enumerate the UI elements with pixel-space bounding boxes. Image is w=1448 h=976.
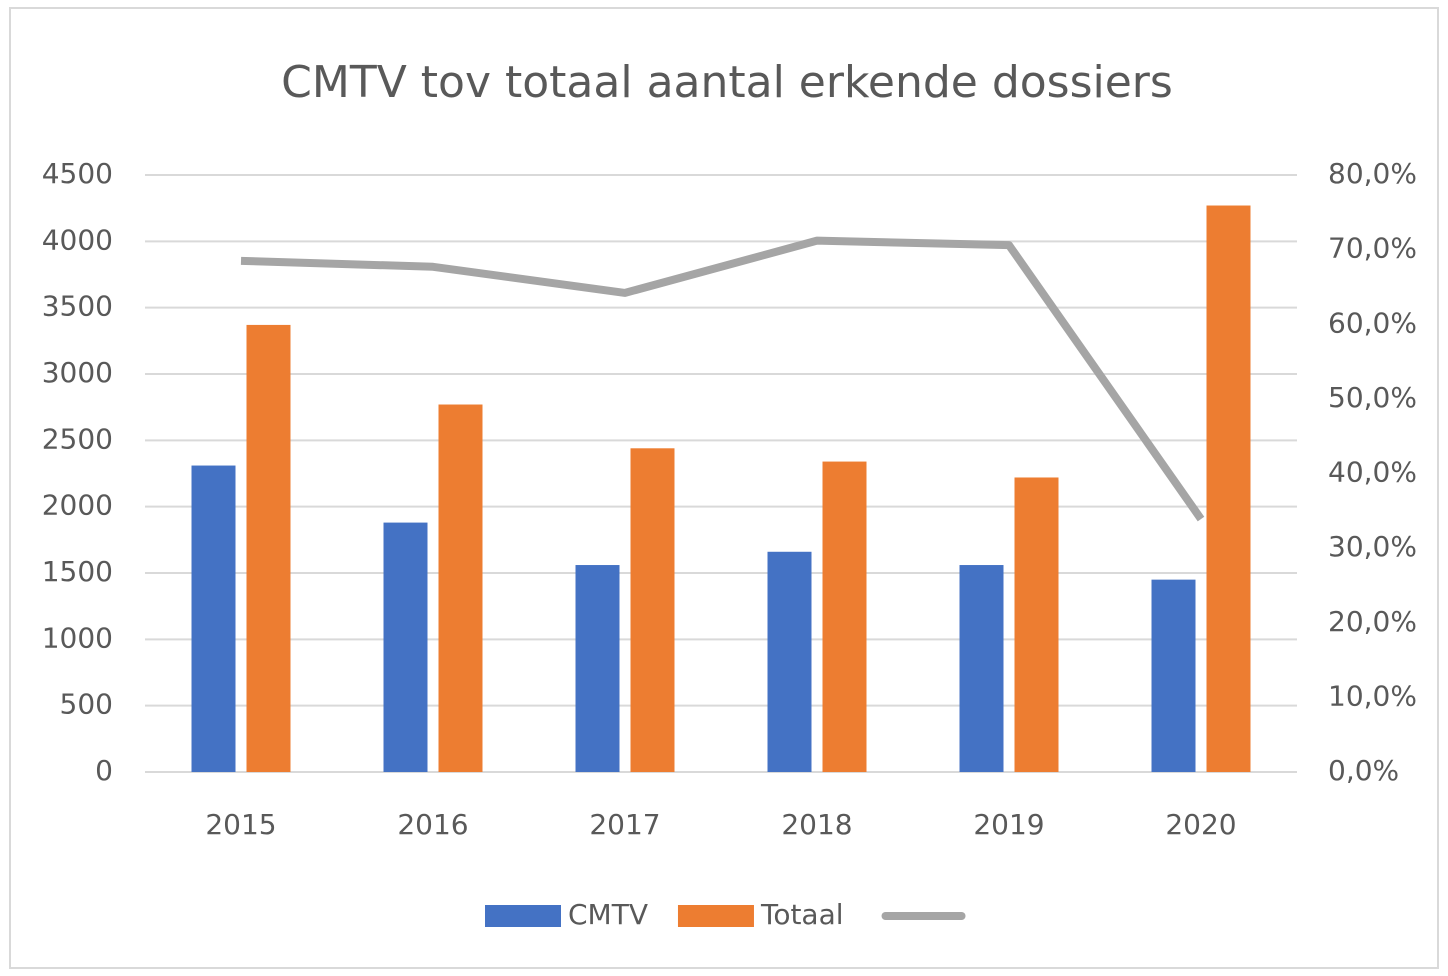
- y-tick-label: 3000: [42, 356, 113, 389]
- line: [240, 236, 1205, 522]
- y2-tick-label: 70,0%: [1328, 232, 1417, 265]
- y-tick-label: 4500: [42, 157, 113, 190]
- y-tick-label: 2000: [42, 489, 113, 522]
- x-tick-label: 2016: [397, 808, 468, 841]
- bar: [822, 461, 867, 772]
- bar: [959, 565, 1004, 772]
- y2-tick-label: 30,0%: [1328, 530, 1417, 563]
- bar: [191, 465, 236, 772]
- bar: [575, 565, 620, 772]
- bar: [246, 324, 291, 772]
- bar: [767, 551, 812, 772]
- bar: [1014, 477, 1059, 772]
- legend-swatch: [677, 905, 754, 927]
- x-tick-label: 2018: [781, 808, 852, 841]
- y2-tick-label: 80,0%: [1328, 157, 1417, 190]
- y-tick-label: 500: [60, 688, 113, 721]
- legend-label: CMTV: [568, 898, 648, 931]
- bar: [1151, 579, 1196, 772]
- y-tick-label: 1000: [42, 621, 113, 654]
- y-tick-label: 4000: [42, 223, 113, 256]
- bar: [1206, 205, 1251, 773]
- bar: [630, 448, 675, 772]
- y-tick-label: 3500: [42, 290, 113, 323]
- y2-tick-label: 0,0%: [1328, 754, 1399, 787]
- y2-tick-label: 10,0%: [1328, 679, 1417, 712]
- y2-tick-label: 60,0%: [1328, 306, 1417, 339]
- x-tick-label: 2017: [589, 808, 660, 841]
- y2-tick-label: 50,0%: [1328, 381, 1417, 414]
- legend-label: Totaal: [760, 898, 844, 931]
- x-tick-label: 2015: [205, 808, 276, 841]
- y-tick-label: 0: [95, 754, 113, 787]
- y-tick-label: 1500: [42, 555, 113, 588]
- legend-swatch: [485, 905, 561, 927]
- bar: [438, 404, 483, 772]
- chart-title: CMTV tov totaal aantal erkende dossiers: [281, 57, 1173, 108]
- y2-tick-label: 40,0%: [1328, 456, 1417, 489]
- x-tick-label: 2019: [973, 808, 1044, 841]
- y-tick-label: 2500: [42, 422, 113, 455]
- y2-tick-label: 20,0%: [1328, 605, 1417, 638]
- x-tick-label: 2020: [1165, 808, 1236, 841]
- bar: [383, 522, 428, 772]
